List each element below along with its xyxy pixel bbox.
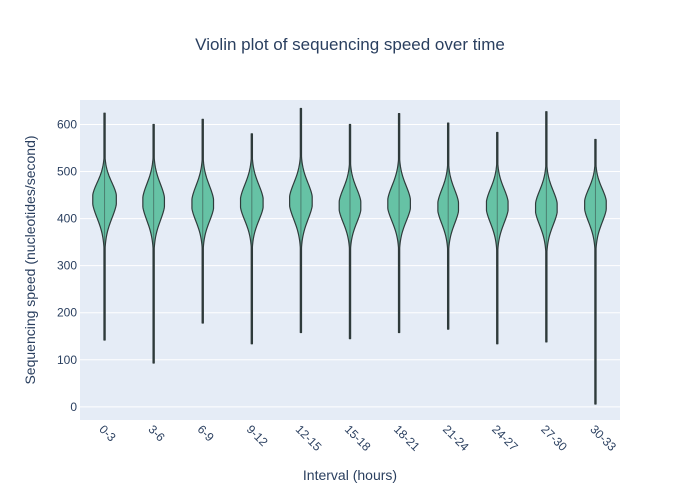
- y-tick-label: 200: [57, 306, 77, 320]
- chart-title: Violin plot of sequencing speed over tim…: [195, 35, 505, 54]
- y-tick-label: 500: [57, 165, 77, 179]
- y-tick-label: 0: [70, 400, 77, 414]
- y-axis-title: Sequencing speed (nucleotides/second): [22, 135, 38, 384]
- y-tick-labels: 0 100 200 300 400 500 600: [57, 117, 77, 413]
- y-tick-label: 300: [57, 259, 77, 273]
- x-axis-title: Interval (hours): [303, 467, 397, 483]
- violins: [92, 107, 607, 405]
- y-tick-label: 600: [57, 117, 77, 131]
- y-tick-label: 400: [57, 212, 77, 226]
- y-tick-label: 100: [57, 353, 77, 367]
